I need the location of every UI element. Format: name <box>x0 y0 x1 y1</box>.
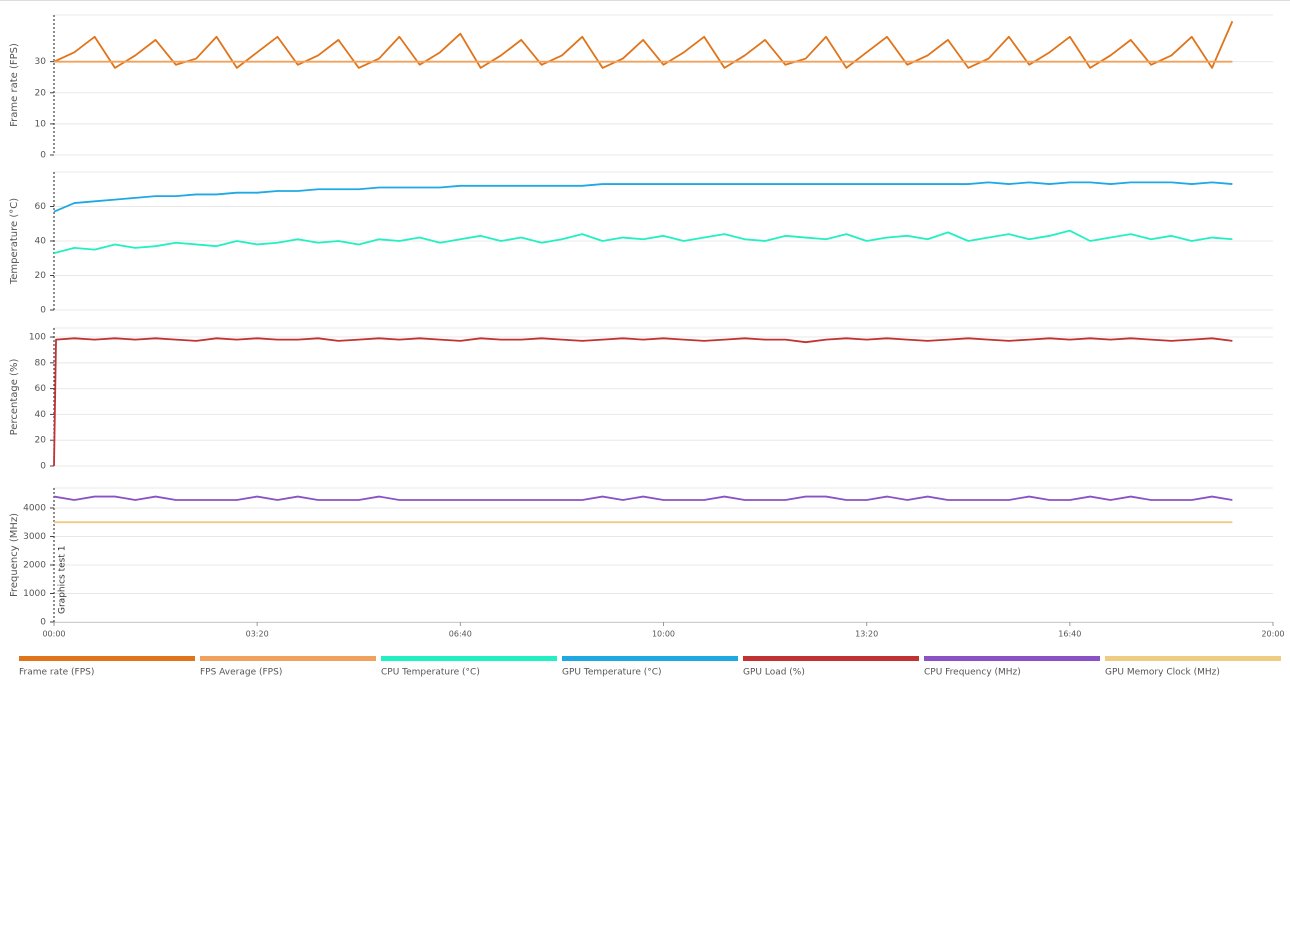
x-tick-label: 03:20 <box>246 630 269 639</box>
series-line <box>53 20 1234 69</box>
legend-label: GPU Temperature (°C) <box>562 668 662 678</box>
legend-item: Frame rate (FPS) <box>19 656 195 678</box>
y-tick-label: 60 <box>35 384 47 394</box>
legend-item: GPU Load (%) <box>743 656 919 678</box>
series-line <box>53 495 1233 501</box>
y-tick-label: 60 <box>35 202 47 212</box>
legend-item: CPU Frequency (MHz) <box>924 656 1100 678</box>
series-line <box>53 229 1233 254</box>
y-tick-label: 2000 <box>23 560 46 570</box>
y-axis-title: Frame rate (FPS) <box>9 43 20 127</box>
x-tick-label: 20:00 <box>1261 630 1284 639</box>
legend-swatch <box>743 656 919 661</box>
y-tick-label: 20 <box>35 436 47 446</box>
y-tick-label: 0 <box>40 151 46 161</box>
annotation: Graphics test 1 <box>58 546 68 614</box>
legend-item: GPU Temperature (°C) <box>562 656 738 678</box>
legend-swatch <box>381 656 557 661</box>
legend-swatch <box>924 656 1100 661</box>
legend-label: GPU Memory Clock (MHz) <box>1105 668 1220 678</box>
y-tick-label: 4000 <box>23 503 46 513</box>
y-tick-label: 20 <box>35 88 47 98</box>
x-tick-label: 13:20 <box>855 630 878 639</box>
y-tick-label: 100 <box>29 333 46 343</box>
y-tick-label: 40 <box>35 237 47 247</box>
series-line <box>53 337 1233 467</box>
y-tick-label: 40 <box>35 410 47 420</box>
legend-swatch <box>562 656 738 661</box>
y-axis-title: Frequency (MHz) <box>9 513 20 597</box>
legend-label: CPU Frequency (MHz) <box>924 668 1021 678</box>
y-axis-title: Percentage (%) <box>9 359 20 436</box>
y-tick-label: 0 <box>40 306 46 316</box>
y-tick-label: 80 <box>35 358 47 368</box>
y-tick-label: 0 <box>40 462 46 472</box>
y-tick-label: 30 <box>35 57 47 67</box>
legend-label: GPU Load (%) <box>743 668 805 678</box>
legend-label: FPS Average (FPS) <box>200 668 282 678</box>
y-tick-label: 3000 <box>23 532 46 542</box>
legend-swatch <box>1105 656 1281 661</box>
legend-swatch <box>19 656 195 661</box>
legend-item: CPU Temperature (°C) <box>381 656 557 678</box>
x-tick-label: 16:40 <box>1058 630 1081 639</box>
y-tick-label: 10 <box>35 119 47 129</box>
legend-label: CPU Temperature (°C) <box>381 668 480 678</box>
x-tick-label: 06:40 <box>449 630 472 639</box>
y-axis-title: Temperature (°C) <box>9 198 20 285</box>
series-line <box>53 181 1233 213</box>
legend-item: GPU Memory Clock (MHz) <box>1105 656 1281 678</box>
y-tick-label: 20 <box>35 271 47 281</box>
legend-label: Frame rate (FPS) <box>19 668 94 678</box>
x-tick-label: 10:00 <box>652 630 675 639</box>
x-tick-label: 00:00 <box>42 630 65 639</box>
legend-swatch <box>200 656 376 661</box>
y-tick-label: 0 <box>40 618 46 628</box>
legend-item: FPS Average (FPS) <box>200 656 376 678</box>
y-tick-label: 1000 <box>23 589 46 599</box>
